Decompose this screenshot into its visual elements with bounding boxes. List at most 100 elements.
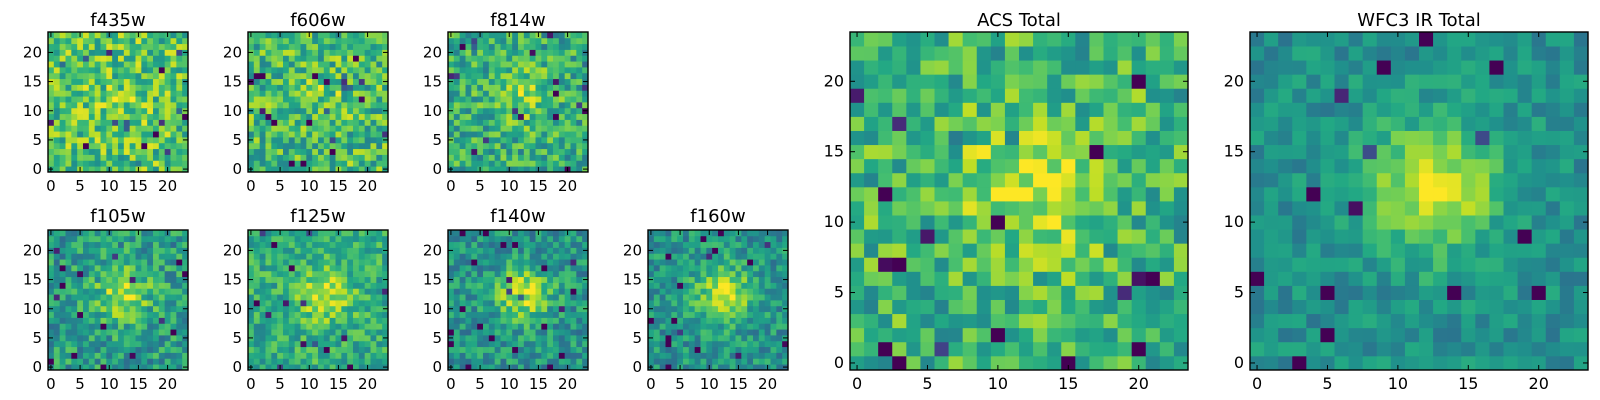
- heatmap-cell: [920, 215, 935, 230]
- heatmap-cell: [564, 125, 571, 132]
- heatmap-cell: [170, 323, 177, 330]
- heatmap-cell: [906, 355, 921, 371]
- heatmap-cell: [71, 288, 78, 295]
- heatmap-cell: [892, 130, 907, 146]
- heatmap-cell: [283, 323, 290, 330]
- heatmap-cell: [83, 288, 90, 295]
- heatmap-cell: [448, 288, 455, 295]
- heatmap-cell: [335, 358, 342, 365]
- heatmap-cell: [465, 154, 472, 161]
- heatmap-cell: [512, 311, 519, 318]
- heatmap-cell: [1173, 243, 1189, 258]
- heatmap-cell: [448, 96, 455, 103]
- heatmap-cell: [677, 340, 684, 348]
- heatmap-cell: [65, 107, 72, 115]
- heatmap-cell: [576, 43, 583, 50]
- heatmap-cell: [459, 107, 466, 115]
- heatmap-cell: [850, 130, 865, 146]
- heatmap-cell: [259, 253, 266, 260]
- heatmap-cell: [318, 160, 325, 167]
- heatmap-cell: [453, 61, 461, 68]
- heatmap-cell: [962, 257, 978, 272]
- heatmap-cell: [329, 340, 336, 348]
- panel-title: f606w: [290, 10, 345, 31]
- heatmap-cell: [300, 67, 307, 74]
- heatmap-cell: [453, 352, 461, 359]
- heatmap-cell: [176, 55, 183, 62]
- heatmap-cell: [747, 317, 754, 324]
- heatmap-cell: [677, 282, 684, 289]
- heatmap-cell: [112, 323, 119, 330]
- heatmap-cell: [512, 78, 519, 85]
- heatmap-cell: [948, 285, 964, 300]
- y-tick-label: 10: [423, 300, 442, 318]
- heatmap-cell: [558, 247, 566, 254]
- heatmap-cell: [683, 358, 690, 365]
- heatmap-cell: [141, 148, 148, 155]
- heatmap-cell: [147, 358, 154, 365]
- heatmap-cell: [564, 247, 571, 254]
- heatmap-cell: [488, 294, 496, 301]
- heatmap-cell: [1075, 229, 1090, 244]
- heatmap-cell: [170, 329, 177, 336]
- heatmap-cell: [112, 37, 119, 45]
- heatmap-cell: [576, 276, 583, 283]
- heatmap-cell: [83, 61, 90, 68]
- heatmap-cell: [335, 102, 342, 109]
- heatmap-cell: [782, 270, 789, 278]
- heatmap-cell: [1061, 201, 1076, 216]
- heatmap-cell: [271, 107, 278, 115]
- heatmap-cell: [265, 241, 272, 248]
- heatmap-cell: [976, 201, 992, 216]
- heatmap-cell: [123, 340, 131, 348]
- heatmap-cell: [776, 270, 783, 278]
- heatmap-cell: [723, 300, 731, 307]
- heatmap-cell: [65, 49, 72, 56]
- heatmap-cell: [118, 270, 125, 278]
- heatmap-cell: [271, 84, 278, 91]
- heatmap-cell: [948, 130, 964, 146]
- heatmap-cell: [558, 67, 566, 74]
- heatmap-cell: [176, 230, 183, 237]
- heatmap-cell: [153, 113, 160, 120]
- heatmap-cell: [329, 102, 336, 109]
- heatmap-cell: [318, 340, 325, 348]
- heatmap-cell: [1390, 313, 1406, 329]
- heatmap-cell: [300, 90, 307, 97]
- heatmap-cell: [253, 125, 261, 132]
- heatmap-cell: [553, 276, 560, 283]
- heatmap-cell: [535, 259, 542, 266]
- heatmap-cell: [294, 67, 301, 74]
- heatmap-cell: [500, 346, 507, 353]
- heatmap-cell: [100, 96, 107, 103]
- heatmap-cell: [312, 282, 319, 289]
- heatmap-cell: [850, 341, 865, 357]
- heatmap-cell: [494, 305, 501, 313]
- heatmap-cell: [106, 78, 113, 85]
- heatmap-cell: [370, 137, 377, 144]
- heatmap-cell: [248, 340, 255, 348]
- heatmap-cell: [358, 72, 366, 80]
- heatmap-cell: [465, 78, 472, 85]
- heatmap-cell: [65, 241, 72, 248]
- heatmap-cell: [506, 247, 513, 254]
- heatmap-cell: [141, 131, 148, 138]
- heatmap-cell: [723, 346, 731, 353]
- heatmap-cell: [1145, 355, 1161, 371]
- heatmap-cell: [259, 270, 266, 278]
- heatmap-cell: [570, 142, 577, 150]
- heatmap-cell: [118, 67, 125, 74]
- heatmap-cell: [283, 265, 290, 272]
- heatmap-cell: [671, 294, 678, 301]
- heatmap-cell: [288, 235, 296, 243]
- heatmap-cell: [182, 96, 189, 103]
- heatmap-cell: [288, 160, 296, 167]
- heatmap-cell: [147, 125, 154, 132]
- heatmap-cell: [158, 329, 166, 336]
- heatmap-cell: [341, 335, 348, 342]
- heatmap-cell: [370, 102, 377, 109]
- heatmap-cell: [94, 270, 101, 278]
- heatmap-cell: [376, 43, 383, 50]
- heatmap-cell: [547, 67, 554, 74]
- heatmap-cell: [65, 294, 72, 301]
